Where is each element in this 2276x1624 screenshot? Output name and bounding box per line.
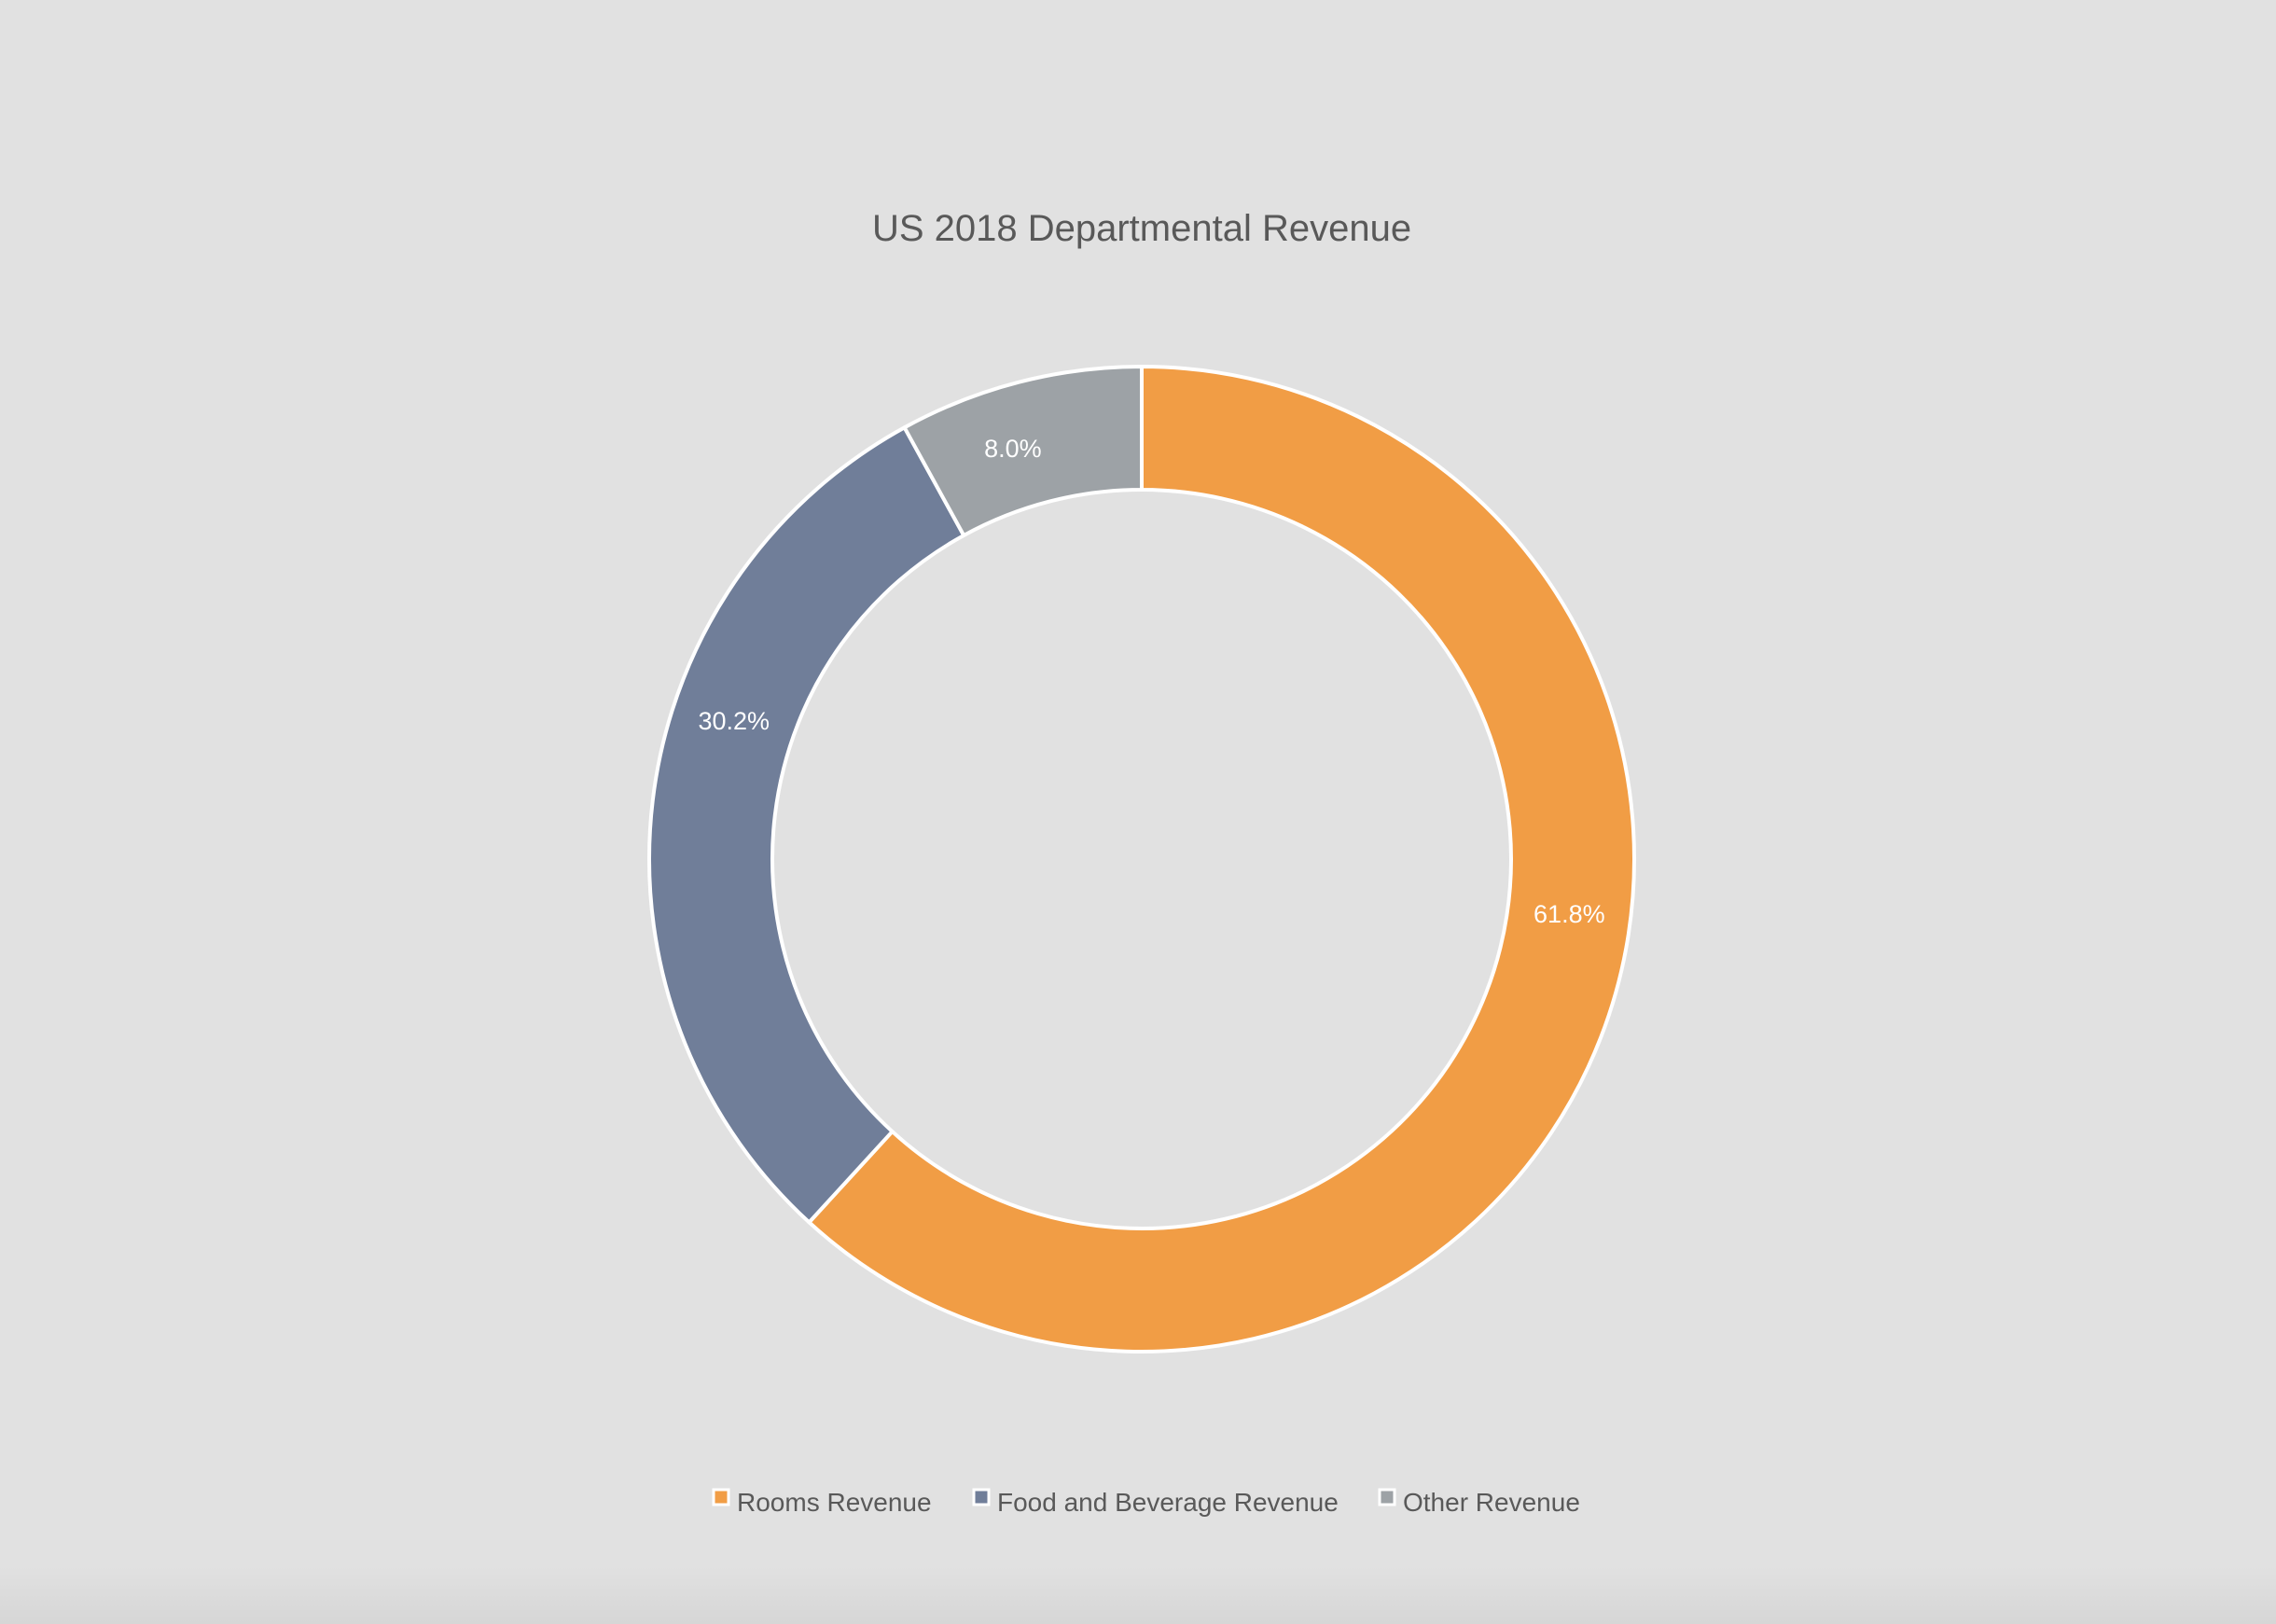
- legend: Rooms Revenue Food and Beverage Revenue Ot…: [712, 1488, 1580, 1517]
- data-label-rooms-revenue: 61.8%: [1534, 900, 1605, 928]
- slice-other-revenue: [902, 365, 1144, 537]
- slice-food-and-beverage-revenue: [647, 425, 966, 1225]
- legend-label-other-revenue: Other Revenue: [1403, 1488, 1580, 1517]
- data-labels: 61.8% 30.2% 8.0%: [698, 435, 1604, 928]
- legend-swatch-other-revenue: [1378, 1488, 1396, 1506]
- doughnut-slices: [647, 365, 1636, 1353]
- legend-label-rooms-revenue: Rooms Revenue: [737, 1488, 932, 1517]
- chart-title: US 2018 Departmental Revenue: [872, 208, 1411, 249]
- chart-area: US 2018 Departmental Revenue 61.8% 30.2% 8…: [647, 208, 1636, 1517]
- legend-label-food-and-beverage-revenue: Food and Beverage Revenue: [997, 1488, 1339, 1517]
- data-label-food-and-beverage-revenue: 30.2%: [698, 707, 770, 735]
- legend-item-other-revenue: Other Revenue: [1378, 1488, 1580, 1517]
- bottom-strip: [0, 1567, 2276, 1624]
- legend-swatch-rooms-revenue: [712, 1488, 730, 1506]
- doughnut-chart: US 2018 Departmental Revenue 61.8% 30.2% 8…: [647, 208, 1636, 1517]
- slice-rooms-revenue: [807, 365, 1636, 1353]
- legend-swatch-food-and-beverage-revenue: [972, 1488, 991, 1506]
- legend-item-rooms-revenue: Rooms Revenue: [712, 1488, 932, 1517]
- data-label-other-revenue: 8.0%: [984, 435, 1042, 463]
- legend-item-food-and-beverage-revenue: Food and Beverage Revenue: [972, 1488, 1339, 1517]
